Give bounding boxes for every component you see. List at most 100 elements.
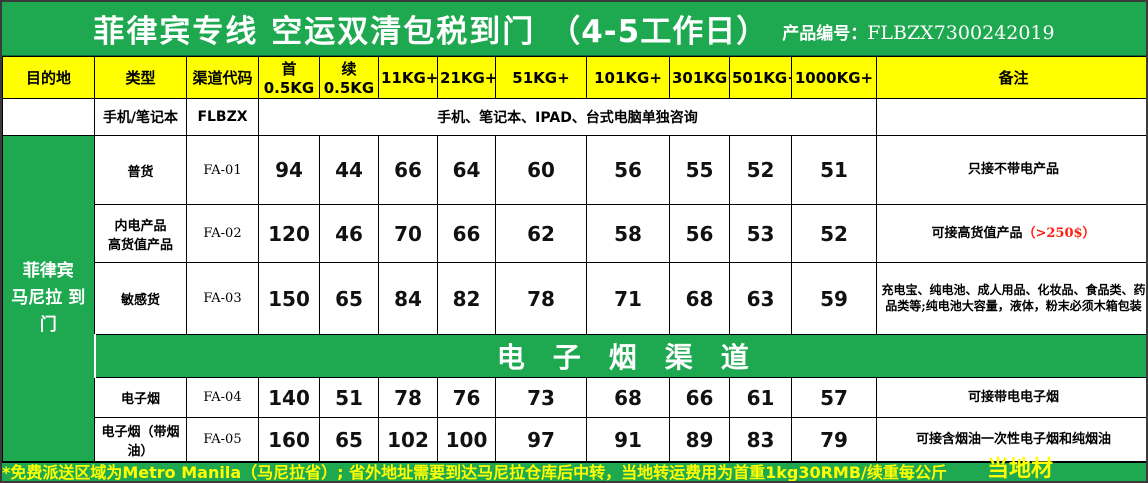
price-cell: 78 [378, 377, 438, 418]
channel-code-cell: FA-04 [186, 377, 259, 418]
price-cell: 61 [729, 377, 792, 418]
table-row-flbzx: 手机/笔记本 FLBZX 手机、笔记本、IPAD、台式电脑单独咨询 [2, 98, 1146, 136]
table-row-fa01: 菲律宾 马尼拉 到门 普货 FA-01 94 44 66 64 60 56 55… [2, 135, 1146, 462]
price-cell: 73 [495, 377, 587, 418]
channel-code-cell: FA-05 [186, 417, 259, 462]
price-cell: 58 [586, 204, 670, 263]
price-table: 目的地 类型 渠道代码 首0.5KG 续0.5KG 11KG+ 21KG+ 51… [2, 56, 1146, 462]
price-cell: 53 [729, 204, 792, 263]
destination-empty-cell [2, 98, 95, 136]
price-cell: 60 [495, 135, 587, 205]
price-cell: 46 [319, 204, 379, 263]
header-remark: 备注 [876, 56, 1146, 99]
remark-cell: 可接高货值产品（>250$） [876, 204, 1146, 263]
price-cell: 83 [729, 417, 792, 462]
table-row-banner: 电子烟渠道 [3, 334, 1146, 378]
remark-cell: 可接含烟油一次性电子烟和纯烟油 [876, 417, 1146, 462]
table-row-fa04: 电子烟 FA-04 140 51 78 76 73 68 66 61 57 可接… [3, 377, 1146, 418]
delivery-note-text: *免费派送区域为Metro Manila（马尼拉省）; 省外地址需要到达马尼拉仓… [2, 463, 947, 482]
product-number-code: FLBZX7300242019 [867, 22, 1055, 44]
price-cell: 71 [586, 262, 670, 335]
type-cell: 普货 [94, 135, 187, 205]
channel-code-cell: FLBZX [186, 98, 259, 136]
price-cell: 84 [378, 262, 438, 335]
header-1000kg: 1000KG+ [791, 56, 877, 99]
table-row-fa03: 敏感货 FA-03 150 65 84 82 78 71 68 63 59 充电… [3, 262, 1146, 335]
header-next-05kg: 续0.5KG [319, 56, 379, 99]
price-cell: 78 [495, 262, 587, 335]
product-number: 产品编号： FLBZX7300242019 [782, 19, 1054, 44]
price-cell: 160 [258, 417, 320, 462]
price-cell: 57 [791, 377, 877, 418]
channel-code-cell: FA-02 [186, 204, 259, 263]
type-cell: 内电产品 高货值产品 [94, 204, 187, 263]
header-301kg: 301KG+ [669, 56, 730, 99]
header-destination: 目的地 [2, 56, 95, 99]
type-cell: 电子烟（带烟油） [94, 417, 187, 462]
remark-cell: 充电宝、纯电池、成人用品、化妆品、食品类、药品类等;纯电池大容量，液体，粉末必须… [876, 262, 1146, 335]
header-type: 类型 [94, 56, 187, 99]
ecig-channel-banner: 电子烟渠道 [93, 334, 1146, 378]
channel-code-cell: FA-03 [186, 262, 259, 335]
price-cell: 56 [586, 135, 670, 205]
price-cell: 68 [669, 262, 730, 335]
type-cell: 电子烟 [94, 377, 187, 418]
price-cell: 52 [791, 204, 877, 263]
header-101kg: 101KG+ [586, 56, 670, 99]
product-number-label: 产品编号： [782, 24, 868, 44]
price-cell: 140 [258, 377, 320, 418]
price-cell: 100 [437, 417, 496, 462]
price-cell: 150 [258, 262, 320, 335]
price-cell: 76 [437, 377, 496, 418]
title-bar: 菲律宾专线 空运双清包税到门 （4-5工作日） 产品编号： FLBZX73002… [2, 2, 1146, 56]
price-cell: 91 [586, 417, 670, 462]
channel-code-cell: FA-01 [186, 135, 259, 205]
type-cell: 手机/笔记本 [94, 98, 187, 136]
price-cell: 64 [437, 135, 496, 205]
price-cell: 65 [319, 262, 379, 335]
price-cell: 51 [319, 377, 379, 418]
header-21kg: 21KG+ [437, 56, 496, 99]
price-cell: 66 [437, 204, 496, 263]
table-row-fa02: 内电产品 高货值产品 FA-02 120 46 70 66 62 58 56 5… [3, 204, 1146, 263]
price-cell: 52 [729, 135, 792, 205]
remark-empty-cell [876, 98, 1146, 136]
price-cell: 59 [791, 262, 877, 335]
consult-note-cell: 手机、笔记本、IPAD、台式电脑单独咨询 [258, 98, 877, 136]
price-cell: 102 [378, 417, 438, 462]
header-channel-code: 渠道代码 [186, 56, 259, 99]
price-cell: 63 [729, 262, 792, 335]
table-row-fa05: 电子烟（带烟油） FA-05 160 65 102 100 97 91 89 8… [3, 417, 1146, 462]
remark-text: 可接高货值产品 [931, 225, 1023, 241]
price-cell: 97 [495, 417, 587, 462]
page-title: 菲律宾专线 空运双清包税到门 [93, 14, 536, 50]
lead-time-label: （4-5工作日） [549, 14, 769, 50]
destination-cell: 菲律宾 马尼拉 到门 [2, 135, 95, 462]
price-cell: 62 [495, 204, 587, 263]
price-cell: 82 [437, 262, 496, 335]
price-cell: 51 [791, 135, 877, 205]
header-first-05kg: 首0.5KG [258, 56, 320, 99]
remark-cell: 可接带电电子烟 [876, 377, 1146, 418]
price-cell: 120 [258, 204, 320, 263]
price-cell: 56 [669, 204, 730, 263]
price-cell: 55 [669, 135, 730, 205]
remark-highlight: （>250$） [1022, 225, 1096, 241]
price-cell: 70 [378, 204, 438, 263]
price-cell: 68 [586, 377, 670, 418]
price-cell: 65 [319, 417, 379, 462]
volume-weight-note: 当地材积/3500. [986, 457, 1053, 482]
price-cell: 66 [378, 135, 438, 205]
price-cell: 66 [669, 377, 730, 418]
header-51kg: 51KG+ [495, 56, 587, 99]
price-cell: 89 [669, 417, 730, 462]
delivery-note-bar: *免费派送区域为Metro Manila（马尼拉省）; 省外地址需要到达马尼拉仓… [2, 457, 1146, 482]
remark-cell: 只接不带电产品 [876, 135, 1146, 205]
table-header-row: 目的地 类型 渠道代码 首0.5KG 续0.5KG 11KG+ 21KG+ 51… [2, 56, 1146, 99]
price-cell: 44 [319, 135, 379, 205]
price-cell: 79 [791, 417, 877, 462]
price-cell: 94 [258, 135, 320, 205]
header-11kg: 11KG+ [378, 56, 438, 99]
type-cell: 敏感货 [94, 262, 187, 335]
